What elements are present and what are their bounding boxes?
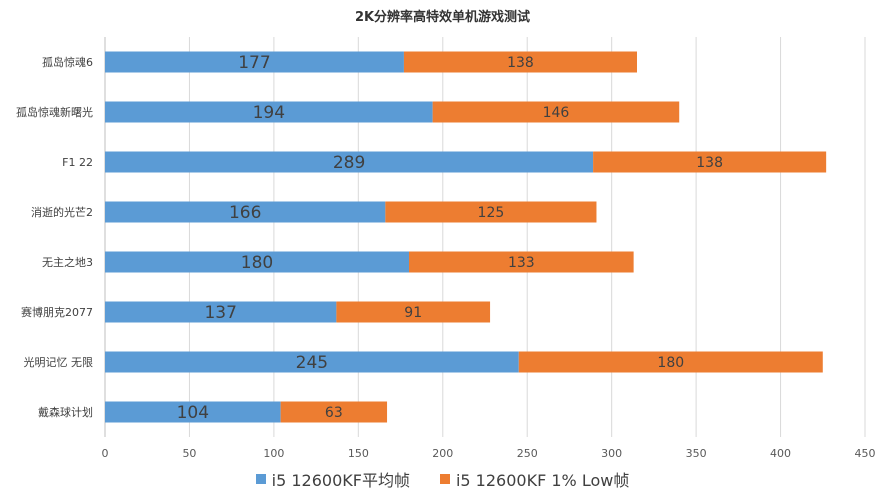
bar-segment [105,251,409,273]
category-label: 消逝的光芒2 [31,205,93,219]
category-label: 无主之地3 [42,255,93,269]
data-label: 63 [325,405,343,421]
x-tick-label: 200 [432,447,453,460]
data-label: 245 [296,353,328,373]
data-label: 289 [333,153,365,173]
legend-item-low: i5 12600KF 1% Low帧 [439,467,630,491]
category-label: 光明记忆 无限 [24,355,94,369]
x-tick-label: 250 [517,447,538,460]
bar-segment [105,101,433,123]
x-tick-label: 50 [182,447,196,460]
legend-label-low: i5 12600KF 1% Low帧 [455,471,630,490]
bar-segment [336,301,491,323]
data-label: 138 [696,155,723,171]
legend-swatch-avg [255,474,266,484]
data-label: 194 [253,103,285,123]
data-label: 146 [543,105,570,121]
category-label: 戴森球计划 [38,405,93,419]
bar-segment [105,401,281,423]
x-tick-label: 150 [348,447,369,460]
bar-segment [518,351,823,373]
x-tick-label: 300 [601,447,622,460]
x-tick-label: 350 [686,447,707,460]
x-tick-label: 100 [263,447,284,460]
bar-segment [385,201,597,223]
data-label: 166 [229,203,261,223]
data-label: 180 [657,355,684,371]
bar-segment [280,401,388,423]
bar-segment [105,151,594,173]
bar-segment [105,301,337,323]
bar-segment [105,51,404,73]
data-label: 133 [508,255,535,271]
bar-segment [105,201,386,223]
category-label: 孤岛惊魂6 [42,55,93,69]
x-tick-label: 400 [770,447,791,460]
legend: i5 12600KF平均帧 i5 12600KF 1% Low帧 [0,467,885,491]
bar-segment [432,101,680,123]
category-label: F1 22 [62,156,93,169]
bar-segment [593,151,827,173]
bar-segment [403,51,637,73]
legend-item-avg: i5 12600KF平均帧 [255,467,410,491]
data-label: 91 [404,305,422,321]
data-label: 177 [238,53,270,73]
category-label: 孤岛惊魂新曙光 [16,105,93,119]
x-tick-label: 450 [855,447,876,460]
legend-swatch-low [439,474,450,484]
x-tick-label: 0 [102,447,109,460]
data-label: 137 [204,303,236,323]
data-label: 138 [507,55,534,71]
bar-segment [409,251,634,273]
chart-title: 2K分辨率高特效单机游戏测试 [354,10,531,25]
data-label: 125 [478,205,505,221]
bar-segment [105,351,519,373]
data-label: 104 [177,403,209,423]
data-label: 180 [241,253,273,273]
legend-label-avg: i5 12600KF平均帧 [271,471,410,490]
category-label: 赛博朋克2077 [21,305,93,319]
